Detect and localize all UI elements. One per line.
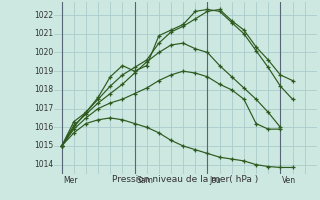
Text: 1022: 1022 xyxy=(34,11,53,20)
X-axis label: Pression niveau de la mer( hPa ): Pression niveau de la mer( hPa ) xyxy=(112,175,259,184)
Text: 1017: 1017 xyxy=(34,104,53,113)
Text: 1018: 1018 xyxy=(34,85,53,94)
Text: Ven: Ven xyxy=(282,176,296,185)
Text: 1016: 1016 xyxy=(34,123,53,132)
Text: Jeu: Jeu xyxy=(209,176,221,185)
Text: 1014: 1014 xyxy=(34,160,53,169)
Text: 1020: 1020 xyxy=(34,48,53,57)
Text: 1015: 1015 xyxy=(34,141,53,150)
Text: Sam: Sam xyxy=(137,176,153,185)
Text: Mer: Mer xyxy=(64,176,78,185)
Text: 1019: 1019 xyxy=(34,67,53,76)
Text: 1021: 1021 xyxy=(34,29,53,38)
